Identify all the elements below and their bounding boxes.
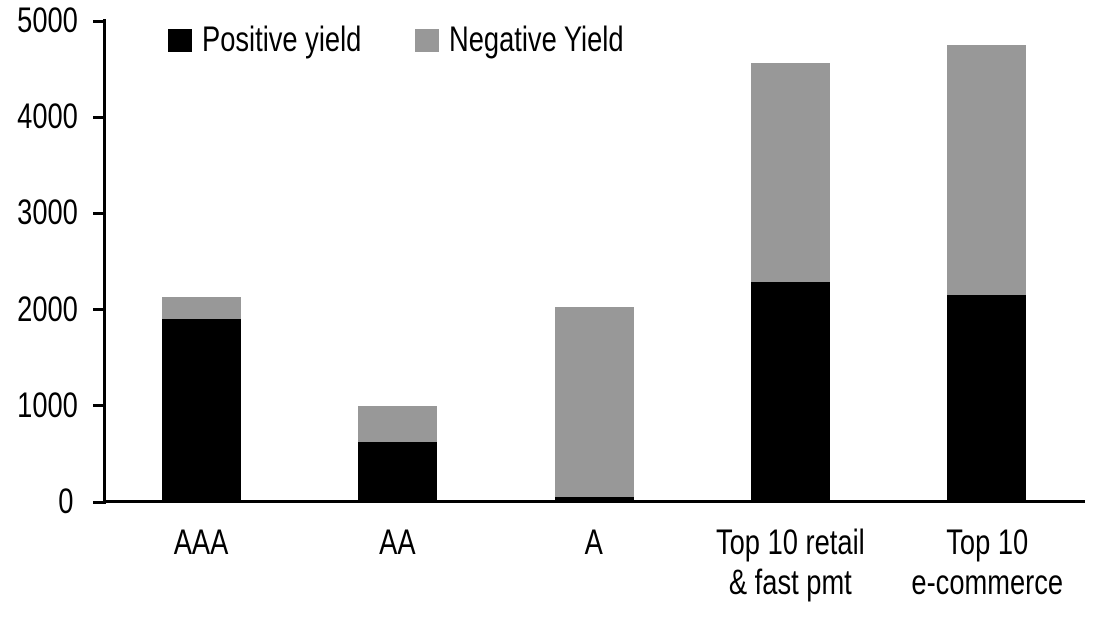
x-category-text: Top 10 retail & fast pmt <box>716 523 865 602</box>
x-category-label-aa: AA <box>248 523 548 563</box>
legend-label-positive-yield: Positive yield <box>202 20 406 60</box>
bar-segment-aaa-positive-yield <box>161 319 241 502</box>
x-category-label-top-10-retail-fast-pmt: Top 10 retail & fast pmt <box>640 523 940 603</box>
y-tick-mark-5000 <box>93 19 105 23</box>
bar-segment-top-10-e-commerce-positive-yield <box>947 295 1027 502</box>
x-category-text: A <box>584 523 604 562</box>
positive-yield-swatch-icon <box>168 28 192 52</box>
y-tick-label-3000: 3000 <box>0 193 78 233</box>
y-tick-mark-3000 <box>93 211 105 215</box>
x-category-text: AAA <box>173 523 229 562</box>
y-tick-text: 0 <box>57 482 73 521</box>
y-tick-text: 1000 <box>17 385 78 425</box>
y-tick-label-0: 0 <box>0 482 73 522</box>
y-tick-label-5000: 5000 <box>0 1 78 41</box>
bar-segment-top-10-e-commerce-negative-yield <box>947 45 1027 296</box>
y-tick-text: 2000 <box>17 289 78 329</box>
y-tick-mark-0 <box>93 500 105 504</box>
x-category-label-a: A <box>444 523 744 563</box>
x-category-label-top-10-e-commerce: Top 10 e-commerce <box>837 523 1102 603</box>
y-tick-mark-1000 <box>93 404 105 408</box>
y-tick-label-2000: 2000 <box>0 290 78 330</box>
negative-yield-swatch-icon <box>415 28 439 52</box>
bar-segment-top-10-retail-fast-pmt-positive-yield <box>750 281 830 502</box>
bar-segment-aaa-negative-yield <box>161 297 241 320</box>
x-axis-line <box>103 500 1085 503</box>
bar-segment-a-positive-yield <box>554 497 634 502</box>
bar-segment-aa-positive-yield <box>358 442 438 502</box>
y-tick-label-1000: 1000 <box>0 386 78 426</box>
bar-segment-top-10-retail-fast-pmt-negative-yield <box>750 63 830 282</box>
y-tick-mark-2000 <box>93 308 105 312</box>
bar-segment-aa-negative-yield <box>358 405 438 443</box>
bar-segment-a-negative-yield <box>554 306 634 498</box>
y-tick-mark-4000 <box>93 115 105 119</box>
legend-item-negative-yield: Negative Yield <box>415 20 673 60</box>
y-tick-text: 3000 <box>17 193 78 233</box>
x-category-text: AA <box>379 523 416 562</box>
legend-text: Negative Yield <box>449 20 624 59</box>
y-tick-text: 4000 <box>17 97 78 137</box>
y-axis-line <box>103 19 106 504</box>
x-category-text: Top 10 e-commerce <box>910 523 1063 602</box>
legend-text: Positive yield <box>202 20 362 59</box>
x-category-label-aaa: AAA <box>51 523 351 563</box>
legend-label-negative-yield: Negative Yield <box>449 20 673 60</box>
y-tick-text: 5000 <box>17 1 78 40</box>
legend-item-positive-yield: Positive yield <box>168 20 406 60</box>
y-tick-label-4000: 4000 <box>0 97 78 137</box>
